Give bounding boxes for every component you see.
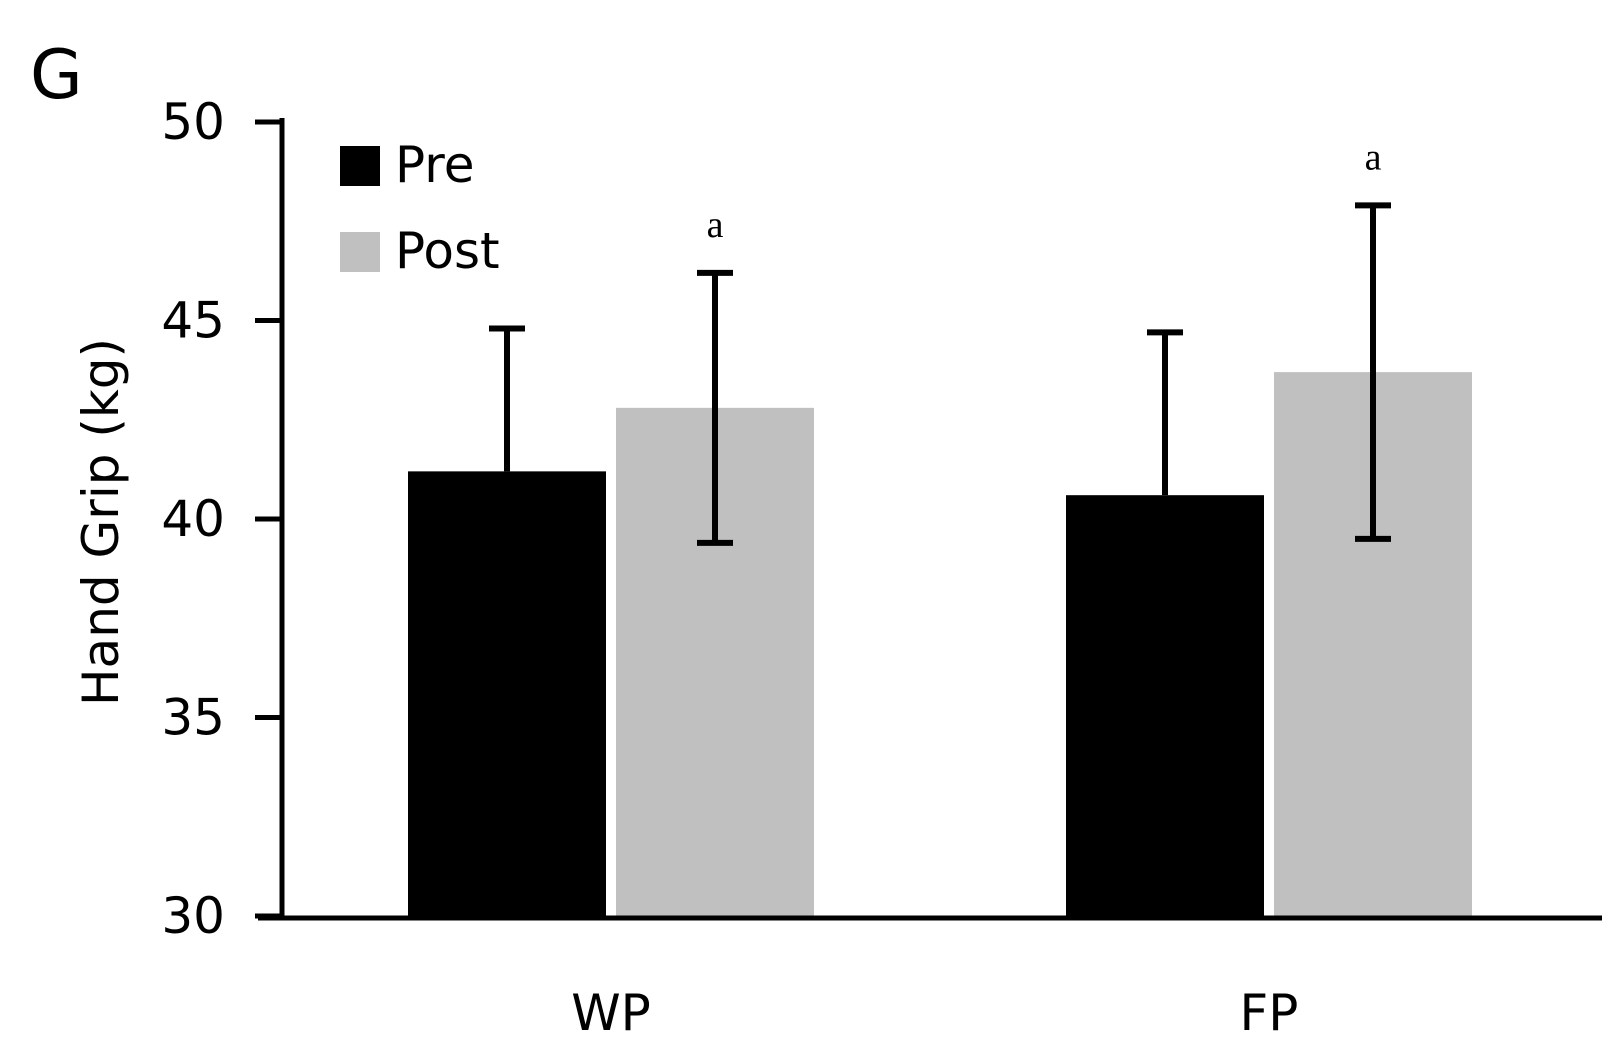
y-tick-label: 50 — [161, 93, 225, 151]
y-axis-title: Hand Grip (kg) — [72, 338, 130, 706]
bar-pre-fp — [1066, 495, 1264, 916]
legend-label-post: Post — [395, 222, 500, 280]
legend: Pre Post — [340, 136, 500, 280]
x-tick-label: FP — [1240, 984, 1299, 1042]
y-tick-label: 40 — [161, 490, 225, 548]
y-axis-ticks: 30 35 40 45 50 — [161, 93, 282, 945]
y-tick-label: 45 — [161, 292, 225, 350]
y-tick-label: 30 — [161, 887, 225, 945]
legend-label-pre: Pre — [395, 136, 475, 194]
legend-swatch-post — [340, 232, 380, 272]
bars — [408, 372, 1472, 916]
error-bars — [489, 202, 1391, 546]
x-axis-labels: WP FP — [571, 984, 1298, 1042]
legend-swatch-pre — [340, 146, 380, 186]
x-tick-label: WP — [571, 984, 651, 1042]
y-tick-label: 35 — [161, 689, 225, 747]
significance-annotations: aa — [707, 136, 1382, 245]
significance-marker: a — [707, 204, 724, 246]
panel-label: G — [30, 36, 83, 115]
significance-marker: a — [1365, 136, 1382, 178]
bar-pre-wp — [408, 471, 606, 916]
